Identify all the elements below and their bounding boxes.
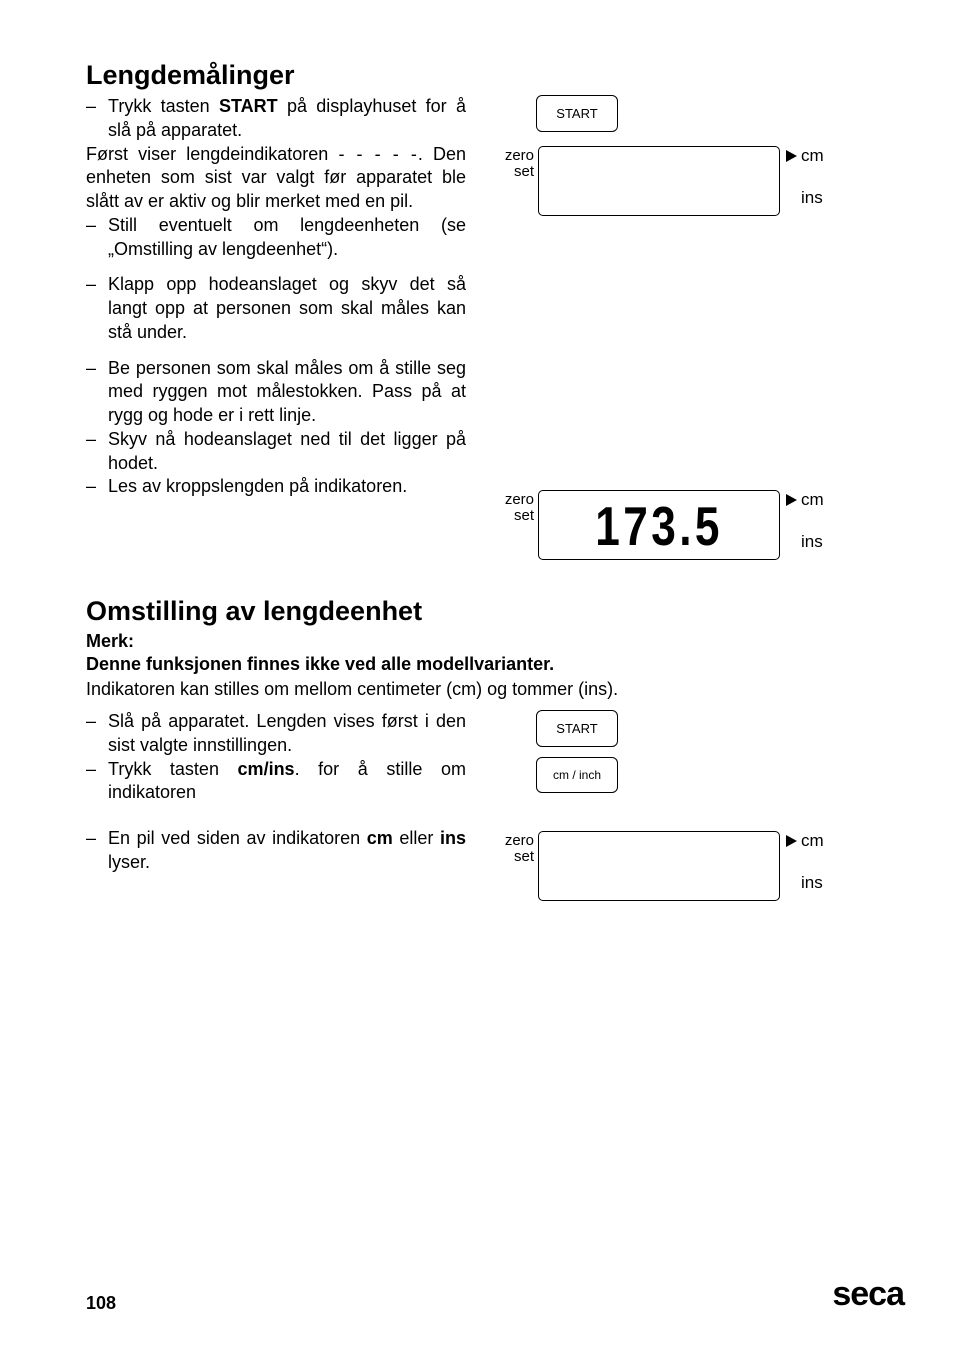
heading-lengdemalinger: Lengdemålinger [86,60,882,91]
label-zero: zero [494,148,534,164]
label-set: set [494,508,534,524]
paragraph: Først viser lengdeindikatoren - - - - -.… [86,143,466,214]
note-text: Denne funksjonen finnes ikke ved alle mo… [86,654,882,675]
text: Trykk tasten [108,96,219,116]
list-item: – En pil ved siden av indikatoren cm ell… [86,827,466,875]
list-item: – Les av kroppslengden på indikatoren. [86,475,466,499]
label-cm: cm [801,831,824,851]
label-ins: ins [801,188,823,208]
logo: seca [832,1275,904,1314]
start-button-graphic: START [536,710,618,747]
intro-text: Indikatoren kan stilles om mellom centim… [86,679,882,700]
start-button-graphic: START [536,95,618,132]
arrow-icon [786,835,797,847]
cmins-button-graphic: cm / inch [536,757,618,793]
display-empty: zero set cm ins [494,146,882,216]
arrow-icon [786,150,797,162]
list-item: – Still eventuelt om lengdeenheten (se „… [86,214,466,262]
label-ins: ins [801,873,823,893]
arrow-icon [786,494,797,506]
list-item: – Skyv nå hodeanslaget ned til det ligge… [86,428,466,476]
list-item: – Slå på apparatet. Lengden vises først … [86,710,466,758]
display-reading: 173.5 [595,500,723,555]
label-ins: ins [801,532,823,552]
list-item: – Trykk tasten cm/ins. for å stille om i… [86,758,466,806]
label-cm: cm [801,146,824,166]
heading-omstilling: Omstilling av lengdeenhet [86,596,882,627]
display-empty-2: zero set cm ins [494,831,882,901]
label-set: set [494,164,534,180]
list-item: – Be personen som skal måles om å stille… [86,357,466,428]
label-cm: cm [801,490,824,510]
display-value: zero set 173.5 cm ins [494,490,882,560]
label-set: set [494,849,534,865]
list-item: – Trykk tasten START på displayhuset for… [86,95,466,143]
note-label: Merk: [86,631,882,652]
page-number: 108 [86,1293,116,1314]
list-item: – Klapp opp hodeanslaget og skyv det så … [86,273,466,344]
label-zero: zero [494,492,534,508]
label-zero: zero [494,833,534,849]
text-bold: START [219,96,278,116]
